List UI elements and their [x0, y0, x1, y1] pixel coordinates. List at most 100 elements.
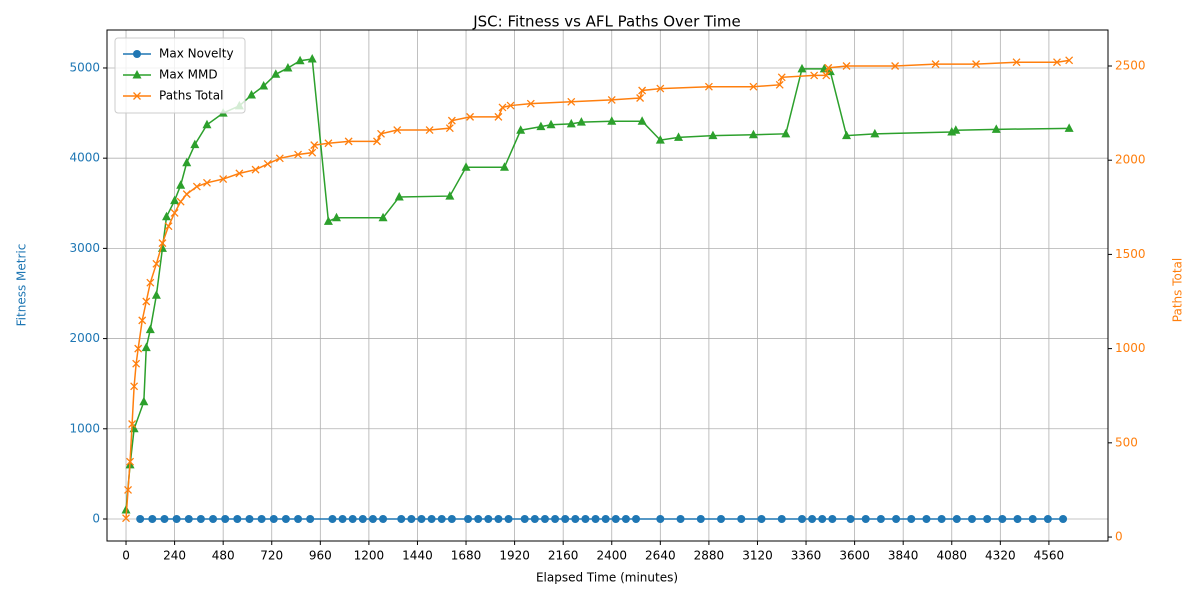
marker — [176, 197, 185, 206]
marker — [393, 126, 402, 135]
marker — [892, 514, 901, 523]
marker — [269, 514, 278, 523]
x-tick-label: 4320 — [985, 549, 1016, 563]
x-tick-label: 2640 — [645, 549, 676, 563]
marker — [991, 124, 1001, 133]
marker — [397, 514, 406, 523]
marker — [466, 112, 475, 121]
marker — [967, 514, 976, 523]
y-tick-label: 0 — [92, 511, 100, 525]
marker — [373, 137, 381, 146]
marker — [182, 157, 192, 167]
marker — [407, 514, 416, 523]
marker — [192, 182, 201, 191]
marker — [808, 514, 817, 523]
marker — [526, 99, 535, 108]
marker — [158, 239, 167, 248]
marker — [1059, 514, 1068, 523]
marker — [842, 62, 851, 70]
marker — [221, 514, 230, 523]
marker — [842, 130, 852, 140]
marker — [295, 55, 305, 65]
marker — [846, 514, 855, 523]
marker — [494, 514, 503, 523]
marker — [138, 316, 147, 325]
marker — [474, 514, 483, 523]
marker — [130, 382, 139, 391]
marker — [132, 359, 141, 368]
marker — [263, 160, 272, 168]
y2-tick-label: 1000 — [1115, 341, 1146, 355]
x-tick-label: 3840 — [888, 549, 919, 563]
marker — [233, 514, 242, 523]
marker — [601, 514, 610, 523]
marker — [151, 290, 161, 299]
marker — [124, 485, 133, 494]
marker — [323, 216, 333, 225]
marker — [484, 514, 493, 523]
chart-title: JSC: Fitness vs AFL Paths Over Time — [472, 13, 741, 31]
y-tick-label: 3000 — [69, 241, 100, 255]
marker — [142, 297, 151, 306]
marker — [952, 514, 961, 523]
marker — [861, 514, 870, 523]
x-tick-label: 2400 — [596, 549, 627, 563]
marker — [824, 63, 833, 72]
marker — [777, 514, 786, 523]
marker — [310, 141, 319, 150]
marker — [281, 514, 290, 523]
marker — [567, 97, 576, 106]
marker — [247, 90, 257, 99]
marker — [540, 514, 549, 523]
marker — [417, 514, 426, 523]
marker — [139, 396, 149, 406]
marker — [294, 514, 303, 523]
y-axis-label: Fitness Metric — [15, 244, 29, 327]
marker — [257, 514, 266, 523]
legend-label: Max MMD — [159, 68, 218, 82]
x-axis-label: Elapsed Time (minutes) — [536, 571, 678, 585]
marker — [591, 514, 600, 523]
marker — [122, 514, 130, 523]
marker — [516, 125, 526, 134]
marker — [581, 514, 590, 523]
marker — [209, 514, 218, 523]
marker — [561, 514, 570, 523]
marker — [638, 86, 647, 95]
marker — [775, 80, 784, 89]
marker — [176, 180, 186, 189]
marker — [152, 259, 161, 268]
marker — [134, 344, 143, 353]
marker — [546, 119, 556, 129]
marker — [797, 514, 806, 523]
marker — [931, 60, 940, 69]
marker — [306, 514, 315, 523]
marker — [196, 514, 205, 523]
marker — [632, 514, 641, 523]
series-line — [125, 59, 1070, 519]
marker — [132, 70, 142, 79]
marker — [394, 191, 404, 201]
marker — [636, 94, 645, 102]
marker — [656, 514, 665, 523]
x-tick-label: 4080 — [936, 549, 967, 563]
marker — [737, 514, 746, 523]
marker — [810, 71, 819, 80]
marker — [445, 124, 454, 133]
marker — [576, 117, 586, 126]
x-tick-label: 3360 — [791, 549, 822, 563]
marker — [674, 132, 684, 141]
marker — [182, 190, 191, 199]
marker — [611, 514, 620, 523]
marker — [235, 169, 244, 178]
marker — [437, 514, 446, 523]
marker — [922, 514, 931, 523]
x-tick-label: 1920 — [499, 549, 530, 563]
marker — [324, 139, 333, 148]
y-tick-label: 2000 — [69, 331, 100, 345]
series-line — [125, 58, 1070, 511]
marker — [818, 514, 827, 523]
marker — [461, 162, 471, 171]
marker — [136, 514, 145, 523]
marker — [621, 514, 630, 523]
